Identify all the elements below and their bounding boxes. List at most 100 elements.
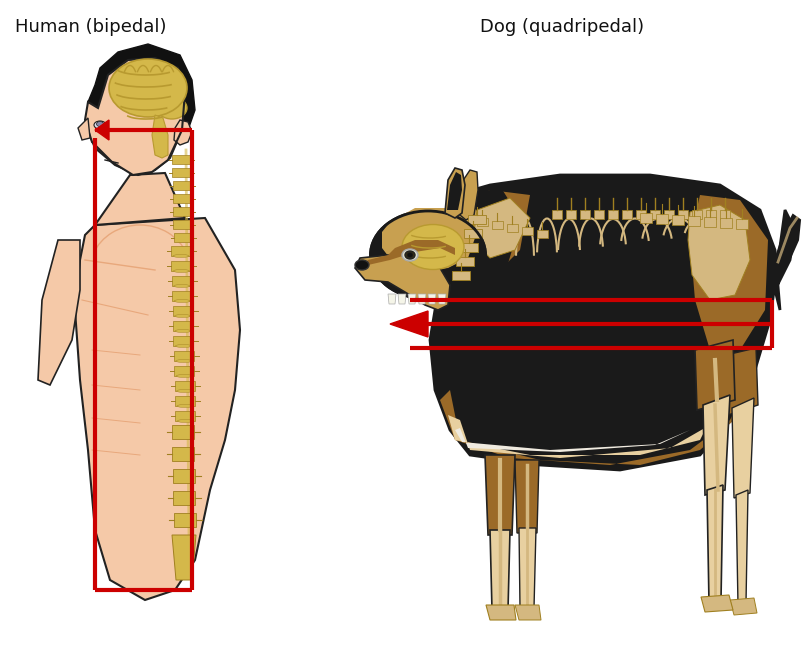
Polygon shape	[735, 490, 747, 605]
Polygon shape	[75, 218, 240, 600]
Polygon shape	[388, 294, 396, 304]
Polygon shape	[440, 370, 754, 465]
Ellipse shape	[157, 97, 187, 119]
Ellipse shape	[401, 249, 418, 261]
Polygon shape	[174, 513, 195, 527]
Polygon shape	[87, 52, 185, 175]
Polygon shape	[551, 210, 561, 219]
Polygon shape	[171, 246, 191, 256]
Polygon shape	[173, 469, 195, 483]
Polygon shape	[173, 194, 191, 203]
Polygon shape	[452, 271, 470, 280]
Ellipse shape	[405, 251, 414, 259]
Polygon shape	[173, 321, 193, 331]
Polygon shape	[174, 120, 191, 145]
Polygon shape	[719, 218, 731, 228]
Polygon shape	[635, 210, 646, 219]
Polygon shape	[456, 257, 474, 266]
Polygon shape	[473, 198, 530, 258]
Polygon shape	[174, 220, 191, 229]
Polygon shape	[454, 428, 689, 452]
Polygon shape	[655, 214, 667, 224]
Polygon shape	[702, 395, 729, 495]
Ellipse shape	[354, 260, 368, 270]
Polygon shape	[460, 243, 478, 252]
Ellipse shape	[174, 314, 191, 318]
Text: Dog (quadripedal): Dog (quadripedal)	[479, 18, 643, 36]
Polygon shape	[461, 215, 473, 223]
Polygon shape	[174, 336, 193, 346]
Polygon shape	[354, 255, 449, 310]
Polygon shape	[703, 217, 715, 227]
Polygon shape	[171, 261, 191, 271]
Polygon shape	[381, 208, 474, 272]
Ellipse shape	[176, 359, 191, 363]
Polygon shape	[78, 118, 90, 140]
Polygon shape	[427, 294, 436, 304]
Polygon shape	[725, 348, 757, 415]
Ellipse shape	[97, 121, 103, 126]
Polygon shape	[88, 44, 195, 140]
Polygon shape	[174, 233, 191, 242]
Polygon shape	[460, 170, 478, 220]
Polygon shape	[174, 491, 195, 505]
Polygon shape	[514, 605, 540, 620]
Polygon shape	[719, 210, 729, 219]
Polygon shape	[594, 210, 603, 219]
Polygon shape	[430, 175, 794, 470]
Polygon shape	[173, 181, 191, 190]
Ellipse shape	[176, 389, 192, 393]
Polygon shape	[38, 240, 80, 385]
Polygon shape	[518, 528, 535, 608]
Polygon shape	[437, 294, 445, 304]
Ellipse shape	[174, 269, 189, 273]
Polygon shape	[359, 240, 454, 268]
Polygon shape	[649, 210, 659, 219]
Ellipse shape	[174, 284, 190, 288]
Polygon shape	[172, 535, 195, 580]
Polygon shape	[172, 276, 191, 286]
Ellipse shape	[401, 224, 463, 269]
Polygon shape	[172, 291, 192, 301]
Ellipse shape	[177, 419, 193, 422]
Polygon shape	[397, 294, 406, 304]
Polygon shape	[565, 210, 575, 219]
Polygon shape	[689, 195, 767, 350]
Polygon shape	[476, 218, 487, 226]
Ellipse shape	[174, 299, 190, 303]
Polygon shape	[172, 425, 194, 439]
Polygon shape	[672, 215, 683, 225]
Polygon shape	[444, 168, 465, 218]
Polygon shape	[706, 485, 722, 603]
Ellipse shape	[177, 404, 193, 408]
Polygon shape	[677, 210, 687, 219]
Ellipse shape	[109, 59, 187, 117]
Polygon shape	[175, 396, 195, 406]
Ellipse shape	[176, 374, 192, 378]
Polygon shape	[731, 398, 753, 498]
Polygon shape	[691, 210, 702, 219]
Polygon shape	[579, 210, 590, 219]
Polygon shape	[467, 215, 486, 224]
Polygon shape	[694, 340, 734, 410]
Polygon shape	[536, 230, 547, 238]
Polygon shape	[172, 447, 195, 461]
Polygon shape	[607, 210, 617, 219]
Polygon shape	[705, 210, 715, 219]
Polygon shape	[444, 190, 530, 280]
Polygon shape	[521, 227, 532, 235]
Polygon shape	[486, 605, 515, 620]
Polygon shape	[173, 207, 191, 216]
Polygon shape	[639, 213, 651, 223]
Polygon shape	[491, 221, 502, 229]
Polygon shape	[687, 216, 699, 226]
Polygon shape	[175, 411, 195, 421]
Polygon shape	[95, 120, 109, 140]
Polygon shape	[174, 366, 194, 376]
Polygon shape	[95, 173, 185, 225]
Polygon shape	[700, 595, 732, 612]
Polygon shape	[172, 155, 190, 164]
Polygon shape	[389, 311, 427, 337]
Text: Human (bipedal): Human (bipedal)	[15, 18, 166, 36]
Polygon shape	[506, 224, 517, 232]
